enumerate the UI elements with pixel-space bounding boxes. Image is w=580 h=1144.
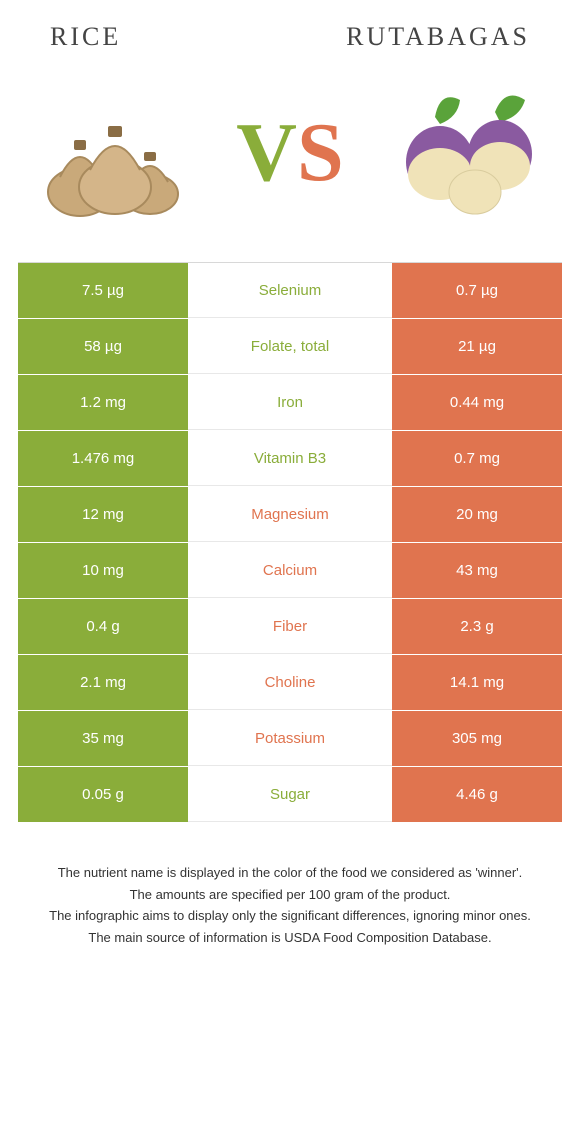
nutrient-left-value: 1.2 mg [18,375,188,430]
nutrient-left-value: 10 mg [18,543,188,598]
nutrient-right-value: 0.7 µg [392,263,562,318]
footer-line-4: The main source of information is USDA F… [30,928,550,948]
nutrient-right-value: 20 mg [392,487,562,542]
rutabaga-image [380,82,550,222]
nutrient-table: 7.5 µgSelenium0.7 µg58 µgFolate, total21… [18,262,562,823]
nutrient-row: 35 mgPotassium305 mg [18,711,562,767]
food-left-title: Rice [50,22,121,52]
nutrient-row: 10 mgCalcium43 mg [18,543,562,599]
nutrient-right-value: 21 µg [392,319,562,374]
nutrient-left-value: 35 mg [18,711,188,766]
nutrient-left-value: 58 µg [18,319,188,374]
nutrient-name: Magnesium [188,487,392,542]
nutrient-name: Calcium [188,543,392,598]
nutrient-row: 58 µgFolate, total21 µg [18,319,562,375]
nutrient-row: 2.1 mgCholine14.1 mg [18,655,562,711]
nutrient-right-value: 0.7 mg [392,431,562,486]
nutrient-name: Iron [188,375,392,430]
footer-line-2: The amounts are specified per 100 gram o… [30,885,550,905]
vs-s: S [297,104,344,201]
nutrient-right-value: 0.44 mg [392,375,562,430]
hero-row: VS [0,62,580,252]
vs-v: V [236,104,297,201]
rice-sacks-icon [30,82,200,222]
nutrient-left-value: 1.476 mg [18,431,188,486]
nutrient-name: Potassium [188,711,392,766]
nutrient-row: 1.2 mgIron0.44 mg [18,375,562,431]
rice-image [30,82,200,222]
footer-line-3: The infographic aims to display only the… [30,906,550,926]
nutrient-name: Vitamin B3 [188,431,392,486]
nutrient-row: 12 mgMagnesium20 mg [18,487,562,543]
nutrient-name: Sugar [188,767,392,822]
nutrient-name: Fiber [188,599,392,654]
nutrient-left-value: 7.5 µg [18,263,188,318]
nutrient-right-value: 305 mg [392,711,562,766]
nutrient-name: Folate, total [188,319,392,374]
food-right-title: Rutabagas [346,22,530,52]
footer-line-1: The nutrient name is displayed in the co… [30,863,550,883]
nutrient-right-value: 2.3 g [392,599,562,654]
nutrient-left-value: 2.1 mg [18,655,188,710]
nutrient-row: 0.05 gSugar4.46 g [18,767,562,823]
nutrient-left-value: 0.4 g [18,599,188,654]
nutrient-row: 0.4 gFiber2.3 g [18,599,562,655]
nutrient-right-value: 4.46 g [392,767,562,822]
nutrient-left-value: 0.05 g [18,767,188,822]
rutabaga-icon [380,82,550,222]
nutrient-name: Choline [188,655,392,710]
header: Rice Rutabagas [0,0,580,62]
nutrient-right-value: 43 mg [392,543,562,598]
footer-notes: The nutrient name is displayed in the co… [30,863,550,947]
vs-label: VS [236,104,343,201]
nutrient-name: Selenium [188,263,392,318]
nutrient-right-value: 14.1 mg [392,655,562,710]
nutrient-left-value: 12 mg [18,487,188,542]
nutrient-row: 1.476 mgVitamin B30.7 mg [18,431,562,487]
nutrient-row: 7.5 µgSelenium0.7 µg [18,263,562,319]
